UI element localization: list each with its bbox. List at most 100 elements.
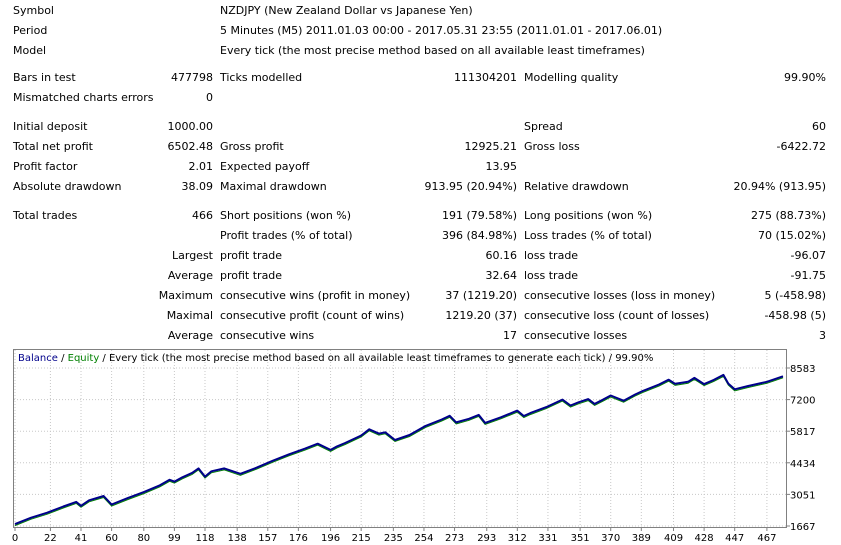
x-tick-label: 41 [75, 533, 88, 544]
spread-value: 60 [812, 120, 826, 133]
x-tick-label: 428 [695, 533, 714, 544]
payoff-label: Expected payoff [220, 160, 310, 173]
ltrades-value: 70 (15.02%) [757, 229, 826, 242]
bars-label: Bars in test [13, 71, 76, 84]
x-tick-label: 196 [321, 533, 340, 544]
long-label: Long positions (won %) [524, 209, 653, 222]
x-tick-label: 409 [664, 533, 683, 544]
x-tick-label: 235 [384, 533, 403, 544]
deposit-label: Initial deposit [13, 120, 88, 133]
period-value: 5 Minutes (M5) 2011.01.03 00:00 - 2017.0… [220, 24, 663, 37]
average-loss-label: loss trade [524, 269, 579, 282]
ptrades-value: 396 (84.98%) [441, 229, 517, 242]
ptrades-label: Profit trades (% of total) [220, 229, 353, 242]
x-tick-label: 293 [477, 533, 496, 544]
grid [14, 350, 790, 531]
maxl-loss-label: consecutive loss (count of losses) [524, 309, 710, 322]
equity-line [14, 375, 784, 527]
maxdd-value: 913.95 (20.94%) [424, 180, 517, 193]
quality-label: Modelling quality [524, 71, 619, 84]
avg-losses-value: 3 [819, 329, 826, 342]
maxl-profit-label: consecutive profit (count of wins) [220, 309, 405, 322]
y-tick-label: 7200 [790, 396, 815, 407]
balance-chart: Balance / Equity / Every tick (the most … [12, 349, 815, 544]
max-wins-label: consecutive wins (profit in money) [220, 289, 411, 302]
trades-value: 466 [192, 209, 213, 222]
y-tick-label: 1667 [790, 522, 815, 533]
grossprofit-label: Gross profit [220, 140, 284, 153]
deposit-value: 1000.00 [167, 120, 214, 133]
average-loss-value: -91.75 [790, 269, 826, 282]
maximum-label: Maximum [158, 289, 213, 302]
x-tick-label: 60 [105, 533, 118, 544]
grossloss-value: -6422.72 [776, 140, 826, 153]
max-losses-value: 5 (-458.98) [764, 289, 826, 302]
y-tick-label: 5817 [790, 427, 815, 438]
average-label: Average [167, 269, 213, 282]
x-tick-label: 215 [352, 533, 371, 544]
x-tick-label: 138 [228, 533, 247, 544]
period-label: Period [13, 24, 48, 37]
x-tick-label: 389 [632, 533, 651, 544]
x-tick-label: 351 [571, 533, 590, 544]
payoff-value: 13.95 [485, 160, 518, 173]
average-consecutive-label: Average [167, 329, 213, 342]
legend-rest: / Every tick (the most precise method ba… [99, 353, 653, 364]
netprofit-label: Total net profit [13, 140, 93, 153]
x-tick-label: 176 [289, 533, 308, 544]
x-tick-label: 99 [168, 533, 181, 544]
largest-loss-value: -96.07 [790, 249, 826, 262]
mismatch-value: 0 [206, 91, 213, 104]
largest-profit-label: profit trade [220, 249, 283, 262]
symbol-label: Symbol [13, 4, 54, 17]
avg-losses-label: consecutive losses [524, 329, 628, 342]
reldd-value: 20.94% (913.95) [733, 180, 826, 193]
max-wins-value: 37 (1219.20) [445, 289, 517, 302]
largest-label: Largest [172, 249, 213, 262]
x-tick-label: 447 [725, 533, 744, 544]
symbol-value: NZDJPY (New Zealand Dollar vs Japanese Y… [220, 4, 473, 17]
y-tick-label: 4434 [790, 459, 815, 470]
ticks-value: 111304201 [454, 71, 517, 84]
avg-wins-label: consecutive wins [220, 329, 315, 342]
model-label: Model [13, 44, 47, 57]
average-profit-label: profit trade [220, 269, 283, 282]
bars-value: 477798 [171, 71, 213, 84]
short-value: 191 (79.58%) [441, 209, 517, 222]
absdd-label: Absolute drawdown [13, 180, 122, 193]
long-value: 275 (88.73%) [750, 209, 826, 222]
x-tick-label: 22 [44, 533, 57, 544]
largest-loss-label: loss trade [524, 249, 579, 262]
x-tick-label: 80 [137, 533, 150, 544]
x-tick-label: 467 [757, 533, 776, 544]
grossprofit-value: 12925.21 [464, 140, 518, 153]
y-tick-label: 8583 [790, 364, 815, 375]
maxdd-label: Maximal drawdown [220, 180, 327, 193]
short-label: Short positions (won %) [220, 209, 352, 222]
x-tick-label: 118 [195, 533, 214, 544]
x-tick-label: 312 [508, 533, 527, 544]
x-tick-label: 157 [258, 533, 277, 544]
pf-label: Profit factor [13, 160, 78, 173]
ticks-label: Ticks modelled [220, 71, 303, 84]
model-value: Every tick (the most precise method base… [220, 44, 645, 57]
x-axis-labels: 0 22 41 60 80 99 118 138 157 176 196 215 235 254 273 29… [12, 533, 777, 544]
legend-sep: / [58, 353, 68, 364]
x-tick-label: 331 [538, 533, 557, 544]
mismatch-label: Mismatched charts errors [13, 91, 154, 104]
maxl-profit-value: 1219.20 (37) [445, 309, 517, 322]
x-tick-label: 273 [445, 533, 464, 544]
grossloss-label: Gross loss [524, 140, 580, 153]
y-tick-label: 3051 [790, 490, 815, 501]
balance-line [14, 373, 784, 526]
largest-profit-value: 60.16 [485, 249, 518, 262]
spread-label: Spread [524, 120, 563, 133]
legend-equity: Equity [68, 353, 100, 364]
netprofit-value: 6502.48 [167, 140, 214, 153]
y-axis-labels: 1667 3051 4434 5817 7200 8583 [790, 364, 815, 533]
x-tick-label: 254 [414, 533, 433, 544]
trades-label: Total trades [13, 209, 78, 222]
average-profit-value: 32.64 [485, 269, 518, 282]
maxl-loss-value: -458.98 (5) [764, 309, 826, 322]
chart-legend: Balance / Equity / Every tick (the most … [18, 353, 653, 364]
